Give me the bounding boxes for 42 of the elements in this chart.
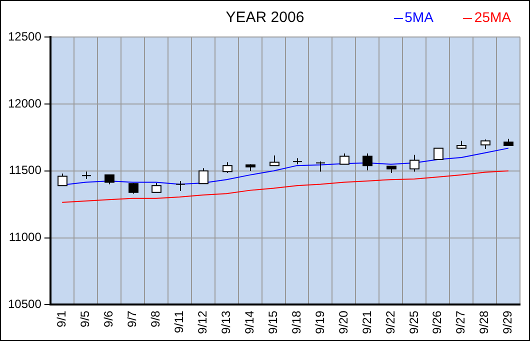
candlestick xyxy=(434,148,444,160)
x-tick-label: 9/7 xyxy=(124,310,139,328)
x-tick-label: 9/20 xyxy=(336,310,350,334)
x-tick-label: 9/21 xyxy=(360,310,374,334)
candlestick xyxy=(480,139,490,150)
candlestick xyxy=(82,171,92,180)
x-tick-label: 9/26 xyxy=(430,310,444,334)
x-tick-label: 9/6 xyxy=(101,310,116,328)
candlestick xyxy=(410,154,420,172)
x-tick-label: 9/11 xyxy=(172,310,186,334)
x-tick-label: 9/28 xyxy=(477,310,492,334)
y-tick-label: 12000 xyxy=(8,96,42,110)
candlestick xyxy=(362,153,372,171)
x-tick-label: 9/22 xyxy=(383,310,398,334)
x-tick-label: 9/14 xyxy=(242,310,256,334)
x-tick-label: 9/5 xyxy=(78,310,92,328)
x-tick-label: 9/29 xyxy=(500,310,515,334)
x-tick-label: 9/12 xyxy=(195,310,210,334)
x-tick-label: 9/13 xyxy=(218,310,233,334)
y-tick-label: 12500 xyxy=(8,30,42,44)
chart-title: YEAR 2006 xyxy=(226,9,304,26)
x-tick-label: 9/1 xyxy=(54,310,68,328)
candlestick xyxy=(104,174,114,185)
candlestick xyxy=(222,162,232,174)
candlestick xyxy=(340,153,350,165)
candlestick xyxy=(58,173,68,186)
x-tick-label: 9/18 xyxy=(289,310,304,334)
candlestick xyxy=(198,168,208,184)
x-tick-label: 9/25 xyxy=(406,310,421,334)
candlestick xyxy=(152,182,162,193)
x-tick-label: 9/8 xyxy=(148,310,162,328)
candlestick xyxy=(270,155,280,166)
x-tick-label: 9/15 xyxy=(266,310,280,334)
x-tick-label: 9/27 xyxy=(454,310,468,334)
candlestick xyxy=(316,161,326,172)
y-tick-label: 11000 xyxy=(8,230,42,244)
legend-label: 25MA xyxy=(473,9,511,25)
y-tick-label: 11500 xyxy=(8,163,42,178)
legend-label: 5MA xyxy=(404,9,434,25)
y-tick-label: 10500 xyxy=(8,296,42,311)
x-tick-label: 9/19 xyxy=(312,310,327,334)
candlestick xyxy=(176,180,186,192)
